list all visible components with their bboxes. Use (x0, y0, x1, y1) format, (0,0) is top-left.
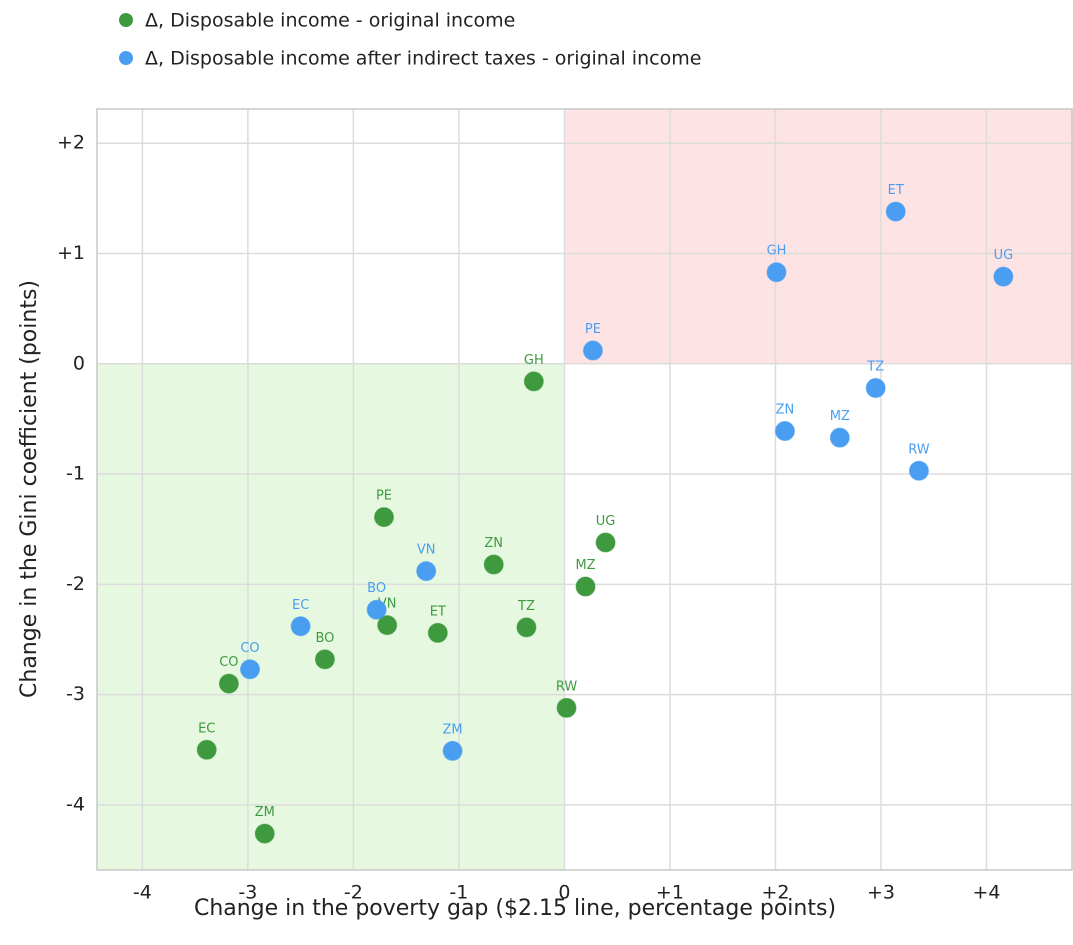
y-tick-label: -4 (66, 793, 85, 815)
point-label: GH (767, 244, 787, 259)
x-tick-label: -2 (344, 882, 363, 904)
point (885, 201, 906, 222)
point (314, 649, 335, 670)
point-label: MZ (830, 409, 850, 424)
point (416, 561, 437, 582)
x-tick-label: -3 (238, 882, 257, 904)
point (766, 262, 787, 283)
point (908, 460, 929, 481)
point-label: MZ (575, 558, 595, 573)
x-axis-label: Change in the poverty gap ($2.15 line, p… (194, 896, 836, 921)
point-label: ZN (484, 536, 503, 551)
point-label: UG (994, 248, 1014, 263)
point-label: ZN (776, 403, 795, 418)
legend-label: Δ, Disposable income after indirect taxe… (145, 48, 701, 70)
y-tick-label: +2 (57, 132, 85, 154)
point-label: PE (376, 489, 392, 504)
point (290, 616, 311, 637)
point (774, 421, 795, 442)
quadrant-improve (97, 363, 565, 870)
x-tick-label: -4 (133, 882, 152, 904)
point-label: ET (430, 604, 446, 619)
point-label: PE (585, 322, 601, 337)
point-label: UG (596, 514, 616, 529)
point (582, 340, 603, 361)
point-label: ZM (443, 722, 463, 737)
y-axis-label: Change in the Gini coefficient (points) (17, 280, 42, 698)
x-tick-label: -1 (449, 882, 468, 904)
point (483, 554, 504, 575)
x-tick-label: +4 (972, 882, 1000, 904)
point (523, 371, 544, 392)
x-tick-label: +3 (867, 882, 895, 904)
point (377, 615, 398, 636)
point (993, 266, 1014, 287)
point (196, 739, 217, 760)
point (442, 740, 463, 761)
point-label: VN (417, 543, 436, 558)
point-label: BO (315, 631, 334, 646)
point (575, 576, 596, 597)
point-label: TZ (866, 360, 884, 375)
plot-border (96, 108, 1073, 871)
x-tick-label: 0 (558, 882, 570, 904)
point (829, 427, 850, 448)
point-label: TZ (517, 599, 535, 614)
point-label: RW (908, 442, 930, 457)
point-label: RW (556, 679, 578, 694)
point (254, 823, 275, 844)
y-tick-label: +1 (57, 242, 85, 264)
y-tick-label: -1 (66, 463, 85, 485)
point-label: CO (219, 655, 238, 670)
point-label: CO (240, 641, 259, 656)
legend-marker (119, 51, 133, 65)
y-tick-label: -3 (66, 683, 85, 705)
point-label: EC (198, 721, 215, 736)
legend-marker (119, 13, 133, 27)
point (516, 617, 537, 638)
y-tick-label: -2 (66, 573, 85, 595)
point (373, 507, 394, 528)
x-tick-label: +1 (656, 882, 684, 904)
point-label: BO (367, 581, 386, 596)
point (595, 532, 616, 553)
point-label: ZM (255, 805, 275, 820)
point (218, 673, 239, 694)
point (865, 378, 886, 399)
point (239, 659, 260, 680)
point (556, 697, 577, 718)
legend-label: Δ, Disposable income - original income (145, 10, 515, 32)
quadrant-worsen (564, 109, 1073, 364)
point-label: ET (888, 183, 904, 198)
x-tick-label: +2 (761, 882, 789, 904)
point (366, 599, 387, 620)
y-tick-label: 0 (73, 352, 85, 374)
point-label: EC (292, 598, 309, 613)
point-label: GH (524, 353, 544, 368)
point (427, 622, 448, 643)
